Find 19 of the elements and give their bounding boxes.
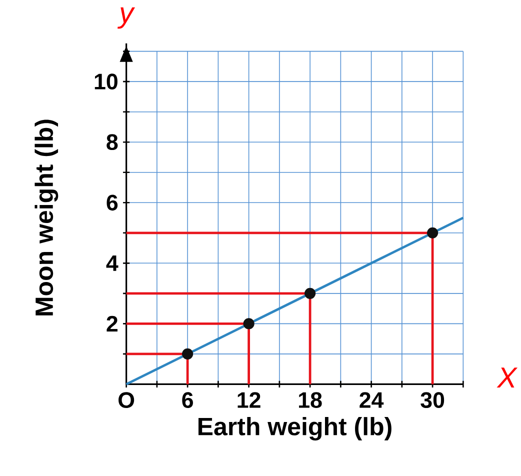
y-tick-label: 2 xyxy=(106,316,118,332)
text: X xyxy=(496,367,518,388)
y-tick-label: 8 xyxy=(106,134,118,150)
y-tick-label: 6 xyxy=(106,194,118,210)
x-tick-label: 30 xyxy=(420,392,444,408)
point xyxy=(182,348,194,360)
x-tick-label: 18 xyxy=(299,392,322,408)
point xyxy=(243,318,254,330)
y-tick-label: 4 xyxy=(106,255,118,271)
x-tick-label: 6 xyxy=(182,392,193,408)
y-axis-title: Moon weight (lb) xyxy=(34,120,58,316)
x-tick-label: 24 xyxy=(360,392,384,408)
x-tick-label: O xyxy=(118,392,134,408)
x-axis-title: Earth weight (lb) xyxy=(198,416,392,440)
point xyxy=(427,227,438,238)
x-tick-label: 12 xyxy=(238,392,260,408)
text: y xyxy=(117,7,136,29)
y-tick-label: 10 xyxy=(94,74,118,90)
point xyxy=(304,288,316,299)
